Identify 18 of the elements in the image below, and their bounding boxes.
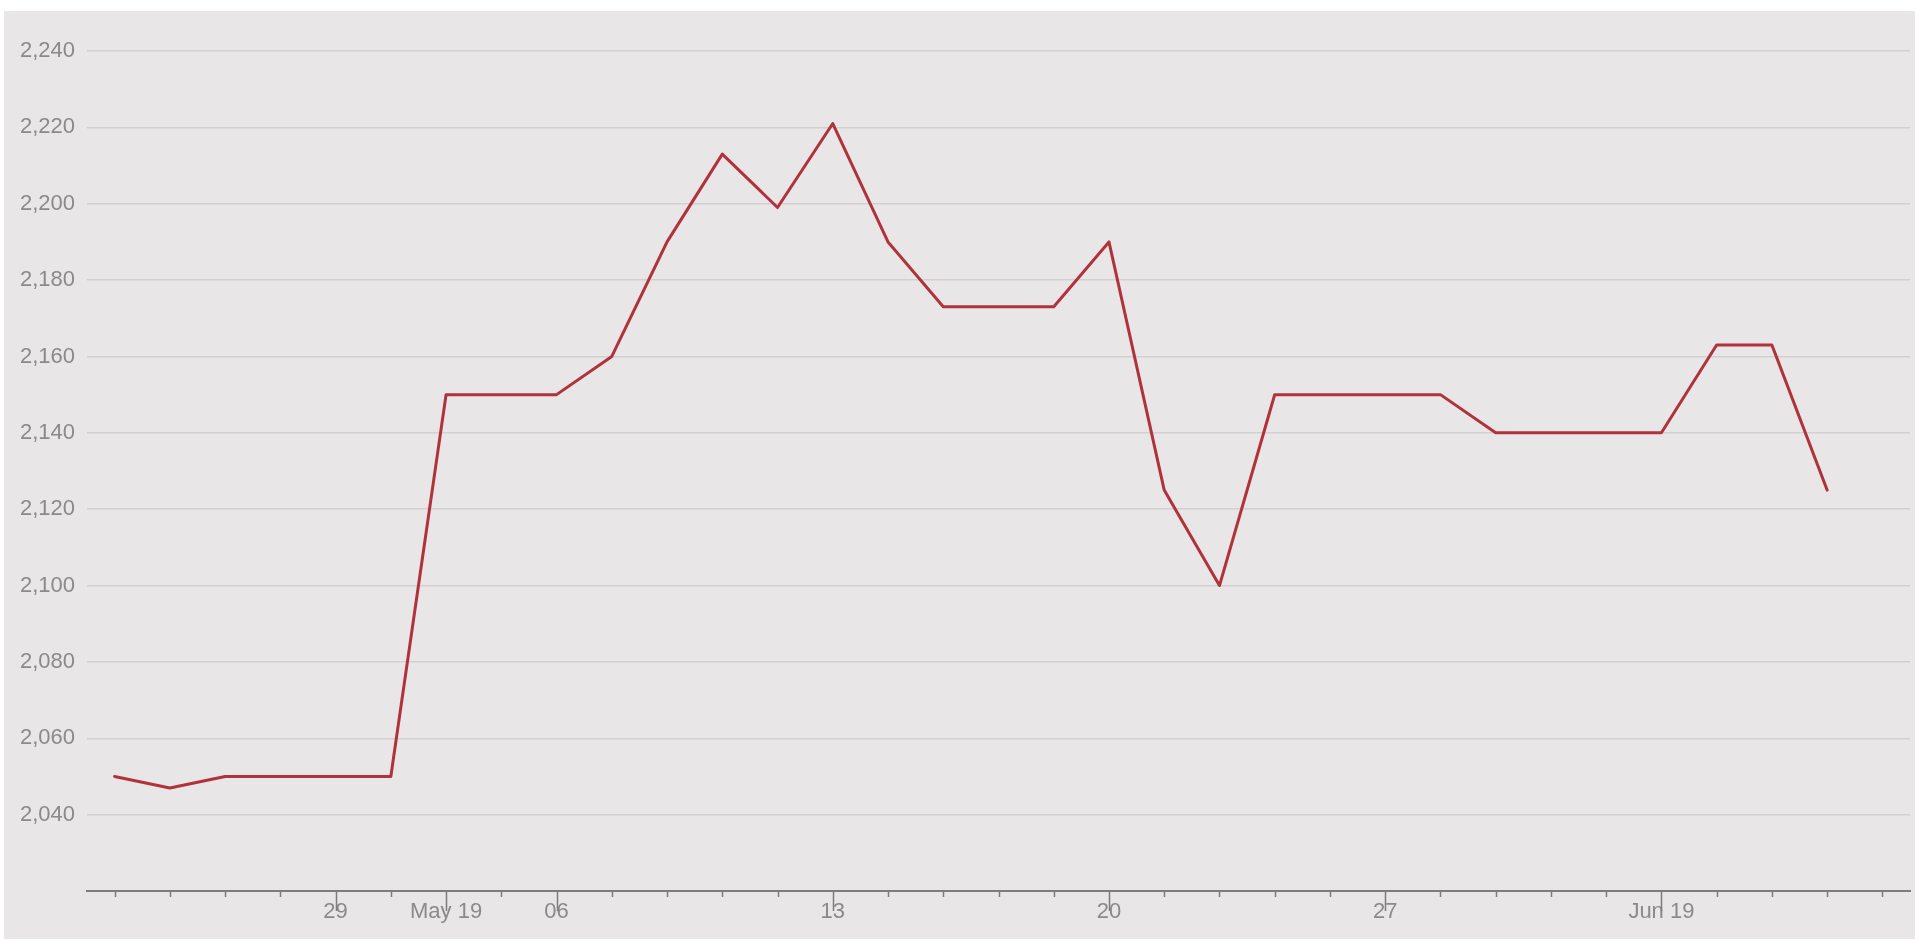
y-tick-label: 2,080 [19, 647, 75, 673]
y-tick-label: 2,180 [19, 266, 75, 292]
x-tick-label: May 19 [410, 898, 483, 924]
y-tick-label: 2,100 [19, 571, 75, 597]
y-tick-label: 2,120 [19, 495, 75, 521]
x-tick-label: Jun 19 [1628, 898, 1695, 924]
x-tick-label: 29 [323, 898, 348, 924]
y-tick-label: 2,200 [19, 189, 75, 215]
y-tick-label: 2,240 [19, 37, 75, 63]
x-tick-label: 13 [820, 898, 846, 924]
x-tick-label: 27 [1372, 898, 1398, 924]
y-tick-label: 2,220 [19, 113, 75, 139]
y-tick-label: 2,040 [19, 800, 75, 826]
y-tick-label: 2,140 [19, 418, 75, 444]
y-tick-label: 2,160 [19, 342, 75, 368]
y-tick-label: 2,060 [19, 724, 75, 750]
x-tick-label: 20 [1096, 898, 1122, 924]
x-tick-label: 06 [544, 898, 569, 924]
